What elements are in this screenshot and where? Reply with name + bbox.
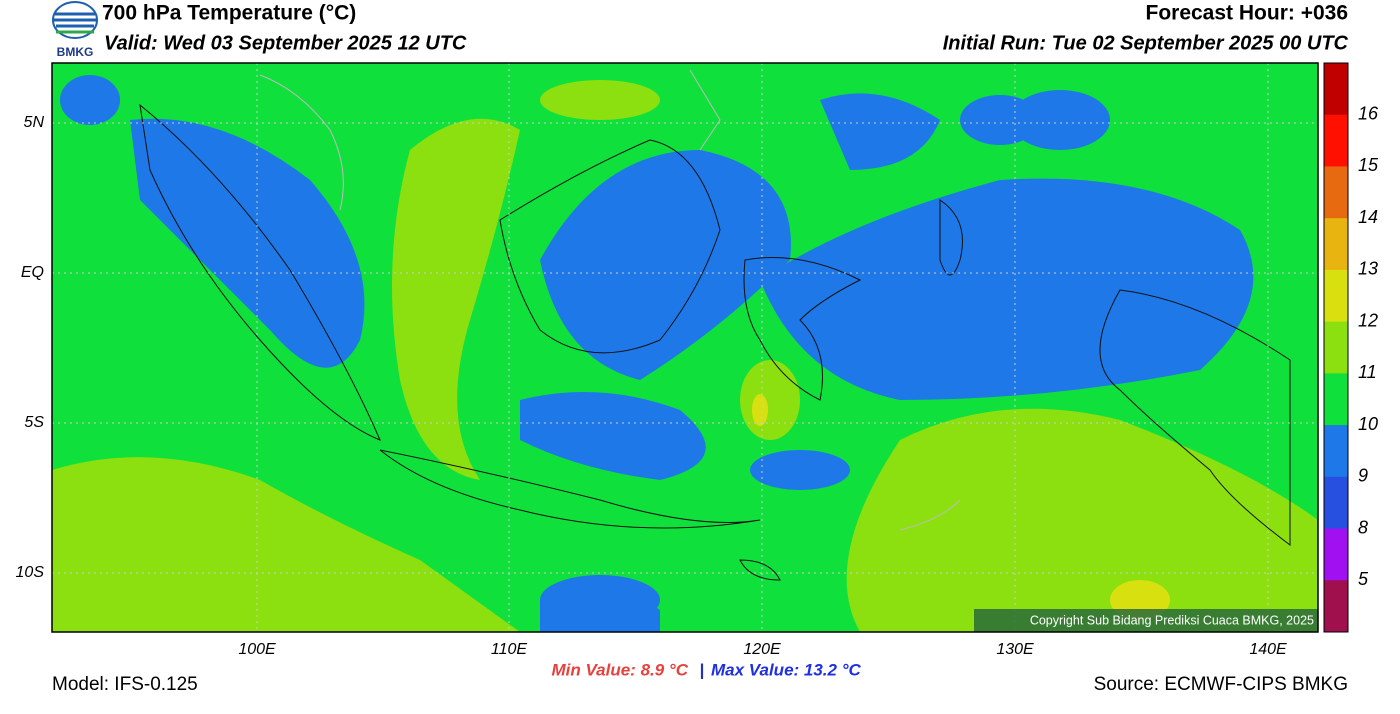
initial-run: Initial Run: Tue 02 September 2025 00 UT… [943, 32, 1349, 54]
lon-labels: 100E 110E 120E 130E 140E [238, 641, 1287, 658]
colorbar-segment [1324, 476, 1348, 530]
valid-time: Valid: Wed 03 September 2025 12 UTC [104, 32, 467, 54]
lon-label: 140E [1249, 641, 1287, 658]
lon-label: 120E [743, 641, 781, 658]
separator: | [700, 660, 705, 679]
colorbar-label: 13 [1358, 259, 1378, 279]
lat-labels: 5N EQ 5S 10S [16, 114, 45, 581]
colorbar-segment [1324, 580, 1348, 633]
colorbar-segment [1324, 373, 1348, 426]
source: Source: ECMWF-CIPS BMKG [1094, 674, 1348, 695]
colorbar-segment [1324, 321, 1348, 374]
lon-label: 130E [996, 641, 1034, 658]
lon-label: 110E [491, 641, 528, 658]
colorbar-segment [1324, 425, 1348, 478]
colorbar-label: 8 [1358, 517, 1368, 537]
colorbar-label: 15 [1358, 155, 1379, 175]
colorbar-label: 14 [1358, 207, 1378, 227]
lon-label: 100E [238, 641, 276, 658]
colorbar-segment [1324, 114, 1348, 167]
temperature-field: Copyright Sub Bidang Prediksi Cuaca BMKG… [52, 63, 1318, 632]
colorbar-segment [1324, 63, 1348, 116]
max-value: Max Value: 13.2 °C [711, 660, 862, 679]
logo: BMKG [52, 1, 98, 59]
lat-label: EQ [21, 264, 44, 281]
copyright: Copyright Sub Bidang Prediksi Cuaca BMKG… [1030, 613, 1314, 627]
colorbar-label: 16 [1358, 103, 1379, 123]
colorbar-label: 9 [1358, 466, 1368, 486]
lat-label: 5N [24, 114, 45, 131]
colorbar-label: 5 [1358, 569, 1369, 589]
min-value: Min Value: 8.9 °C [551, 660, 688, 679]
colorbar-frame [1323, 62, 1349, 633]
title: 700 hPa Temperature (°C) [102, 2, 356, 25]
colorbar-segment [1324, 269, 1348, 323]
colorbar-segment [1324, 528, 1348, 581]
lat-label: 10S [16, 564, 45, 581]
forecast-hour: Forecast Hour: +036 [1146, 2, 1349, 25]
colorbar-segment [1324, 218, 1348, 271]
model: Model: IFS-0.125 [52, 674, 198, 695]
colorbar-label: 10 [1358, 414, 1378, 434]
colorbar-label: 11 [1358, 362, 1377, 382]
colorbar-segment [1324, 166, 1348, 219]
colorbar-label: 12 [1358, 310, 1378, 330]
lat-label: 5S [24, 414, 44, 431]
logo-text: BMKG [57, 45, 94, 59]
colorbar: 16 15 14 13 12 11 10 9 8 5 [1323, 62, 1379, 633]
